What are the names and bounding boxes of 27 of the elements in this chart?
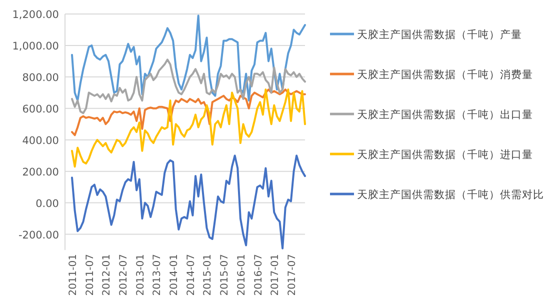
y-tick-label: 600.00 (22, 103, 59, 116)
y-tick-label: 0.00 (36, 198, 59, 210)
y-tick-label: 800.00 (22, 72, 59, 84)
x-tick-label: 2013-01 (135, 254, 146, 296)
legend-label: 天胶主产国供需数据（千吨）供需对比 (357, 188, 544, 201)
x-tick-label: 2016-01 (236, 254, 248, 296)
x-tick-label: 2016-07 (253, 254, 264, 296)
x-tick-label: 2011-01 (68, 254, 79, 296)
x-tick-label: 2011-07 (84, 254, 96, 296)
x-tick-label: 2017-01 (270, 254, 282, 296)
legend-label: 天胶主产国供需数据（千吨）产量 (357, 28, 522, 41)
y-tick-label: 400.00 (22, 134, 59, 147)
x-tick-label: 2015-01 (202, 254, 214, 296)
x-tick-label: 2012-01 (102, 254, 113, 296)
x-tick-label: 2014-07 (186, 254, 197, 296)
legend-label: 天胶主产国供需数据（千吨）消费量 (357, 68, 533, 81)
x-tick-label: 2015-07 (220, 254, 231, 296)
y-tick-label: 200.00 (22, 166, 59, 178)
legend-label: 天胶主产国供需数据（千吨）进口量 (357, 148, 533, 161)
legend-label: 天胶主产国供需数据（千吨）出口量 (357, 108, 533, 121)
x-tick-label: 2017-07 (286, 254, 298, 296)
x-tick-label: 2014-01 (169, 254, 180, 296)
y-tick-label: 1,200.00 (12, 9, 59, 21)
x-tick-label: 2012-07 (118, 254, 130, 296)
x-tick-label: 2013-07 (152, 254, 164, 296)
y-tick-label: -200.00 (18, 229, 59, 242)
y-tick-label: 1,000.00 (12, 40, 59, 52)
